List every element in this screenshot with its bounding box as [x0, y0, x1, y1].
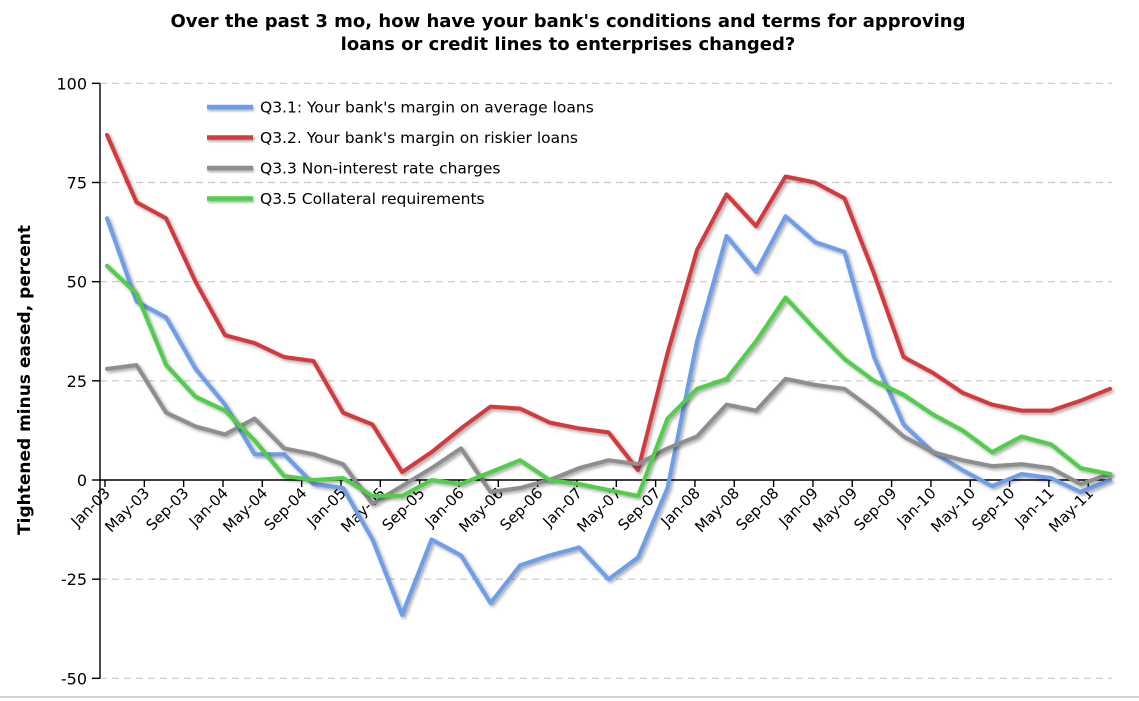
x-tick-label-Sep-09: Sep-09: [850, 484, 900, 534]
legend: Q3.1: Your bank's margin on average loan…: [207, 99, 594, 208]
x-tick-label-May-10: May-10: [927, 484, 979, 536]
y-axis-title: Tightened minus eased, percent: [15, 225, 35, 535]
legend-label: Q3.1: Your bank's margin on average loan…: [260, 99, 594, 117]
legend-item-3: Q3.3 Non-interest rate charges: [207, 160, 500, 178]
x-tick-label-Sep-04: Sep-04: [260, 484, 310, 534]
x-tick-label-Sep-10: Sep-10: [968, 484, 1018, 534]
legend-item-2: Q3.2. Your bank's margin on riskier loan…: [207, 129, 578, 147]
series-lines: [105, 132, 1112, 617]
x-tick-label-May-11: May-11: [1045, 484, 1097, 536]
series-line-q3-3: [105, 363, 1112, 506]
legend-label: Q3.3 Non-interest rate charges: [260, 160, 500, 178]
series-line-q3-1: [105, 214, 1112, 617]
y-tick-label-25: 25: [67, 372, 87, 391]
x-axis-labels: Jan-03May-03Sep-03Jan-04May-04Sep-04Jan-…: [67, 484, 1097, 536]
x-tick-label-May-04: May-04: [219, 484, 271, 536]
legend-label: Q3.2. Your bank's margin on riskier loan…: [260, 129, 578, 147]
x-tick-label-May-09: May-09: [809, 484, 861, 536]
legend-label: Q3.5 Collateral requirements: [260, 190, 485, 208]
series-line-q3-2: [105, 132, 1112, 475]
chart-title-line1: Over the past 3 mo, how have your bank's…: [170, 11, 965, 32]
series-line-q3-5: [105, 263, 1112, 498]
x-tick-label-Sep-03: Sep-03: [142, 484, 192, 534]
gridlines: [100, 82, 1112, 679]
x-tick-label-Sep-05: Sep-05: [378, 484, 428, 534]
x-tick-label-May-08: May-08: [691, 484, 743, 536]
y-tick-label-50: 50: [67, 273, 87, 292]
y-tick-label-100: 100: [56, 74, 87, 93]
y-tick-label--50: -50: [61, 669, 87, 688]
y-tick-label-0: 0: [77, 471, 87, 490]
x-tick-label-May-03: May-03: [101, 484, 153, 536]
x-tick-label-Sep-08: Sep-08: [732, 484, 782, 534]
legend-item-1: Q3.1: Your bank's margin on average loan…: [207, 99, 594, 117]
y-tick-label-75: 75: [67, 173, 87, 192]
legend-item-4: Q3.5 Collateral requirements: [207, 190, 485, 208]
chart-title-line2: loans or credit lines to enterprises cha…: [341, 34, 796, 55]
y-tick-label--25: -25: [61, 570, 87, 589]
axes: 100 75 50 25 0 -25 -50: [56, 74, 1112, 688]
